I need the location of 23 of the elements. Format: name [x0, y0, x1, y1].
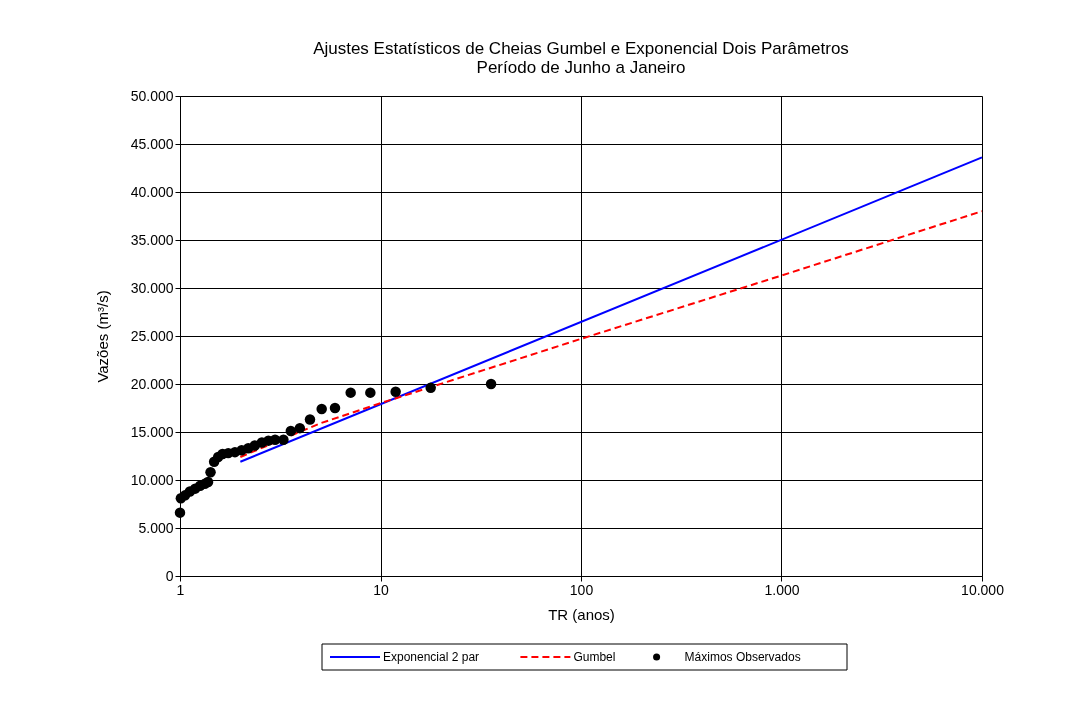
y-tick-label: 10.000 [130, 471, 174, 488]
chart-subtitle: Período de Junho a Janeiro [476, 58, 686, 77]
legend-label: Gumbel [573, 650, 616, 664]
x-tick-label: 100 [569, 581, 594, 598]
y-tick-label: 20.000 [130, 375, 174, 392]
y-axis-title: Vazões (m³/s) [93, 290, 111, 383]
y-tick-label: 25.000 [130, 327, 174, 344]
x-tick-label: 1.000 [764, 581, 800, 598]
y-tick-label: 5.000 [138, 519, 174, 536]
y-tick-label: 45.000 [130, 135, 174, 152]
y-tick-label: 50.000 [130, 87, 174, 104]
legend-label: Exponencial 2 par [383, 650, 480, 664]
x-tick-label: 10.000 [961, 581, 1005, 598]
y-tick-label: 40.000 [130, 183, 174, 200]
x-tick-label: 1 [176, 581, 185, 598]
y-tick-label: 30.000 [130, 279, 174, 296]
y-tick-label: 0 [165, 567, 174, 584]
y-tick-label: 35.000 [130, 231, 174, 248]
legend-label: Máximos Observados [684, 650, 801, 664]
x-axis-title: TR (anos) [548, 605, 615, 623]
x-tick-label: 10 [373, 581, 389, 598]
y-tick-label: 15.000 [130, 423, 174, 440]
chart-title: Ajustes Estatísticos de Cheias Gumbel e Exponencial Dois Parâmetros [313, 39, 849, 58]
